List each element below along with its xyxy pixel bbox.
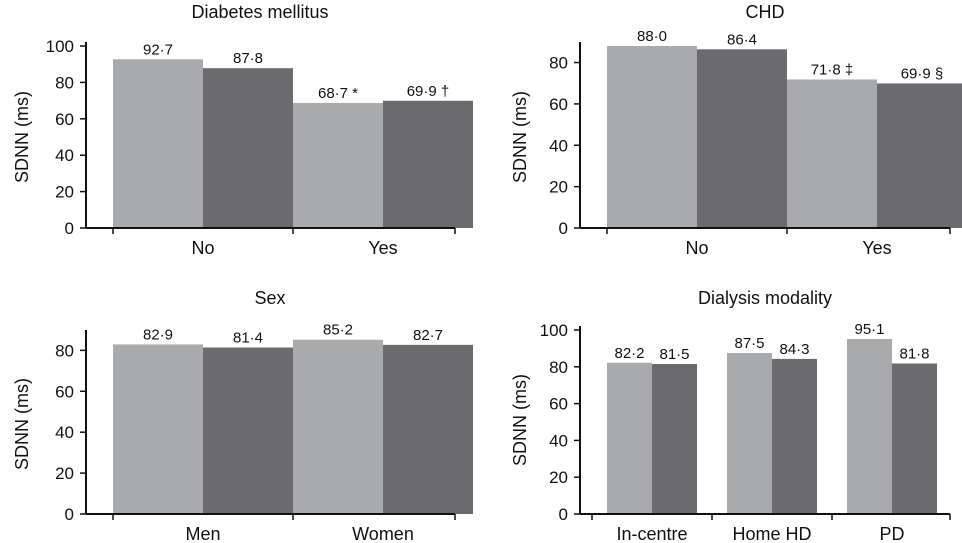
- bar-value-label: 87·5: [734, 335, 764, 352]
- chart-title: Sex: [254, 288, 285, 308]
- bar-light-1: [113, 344, 203, 514]
- y-tick-label: 80: [55, 73, 74, 92]
- x-tick-label: Women: [352, 524, 414, 543]
- bar-value-label: 81·8: [899, 345, 929, 362]
- y-tick-label: 60: [549, 95, 568, 114]
- bar-dark-1: [203, 347, 293, 514]
- bar-light-1: [607, 46, 697, 228]
- bar-value-label: 81·4: [233, 330, 263, 347]
- x-tick-label: Yes: [862, 238, 891, 258]
- bar-value-label: 95·1: [854, 321, 884, 338]
- y-axis-label: SDNN (ms): [510, 374, 530, 466]
- y-tick-label: 0: [559, 505, 568, 524]
- y-tick-label: 40: [55, 146, 74, 165]
- y-tick-label: 40: [55, 423, 74, 442]
- y-tick-label: 60: [55, 382, 74, 401]
- y-tick-label: 40: [549, 431, 568, 450]
- bar-dark-2: [772, 358, 817, 514]
- x-tick-label: No: [191, 238, 214, 258]
- bar-light-2: [293, 339, 383, 514]
- x-tick-label: Home HD: [732, 524, 811, 543]
- chart-panel-2: CHD SDNN (ms) 88·0 86·4 No 71·8 ‡ 69·9 § Yes 0 20…: [510, 2, 962, 258]
- bar-value-label: 85·2: [323, 322, 353, 339]
- y-tick-label: 20: [549, 178, 568, 197]
- y-axis-label: SDNN (ms): [12, 91, 32, 183]
- bar-dark-1: [203, 68, 293, 228]
- chart-panel-4: Dialysis modality SDNN (ms) 82·2 81·5 In-cen…: [510, 288, 951, 543]
- y-tick-label: 100: [46, 37, 74, 56]
- bar-value-label: 81·5: [659, 346, 689, 363]
- bar-dark-1: [652, 364, 697, 514]
- y-tick-label: 60: [549, 395, 568, 414]
- y-tick-label: 60: [55, 110, 74, 129]
- x-tick-label: PD: [879, 524, 904, 543]
- bar-value-label: 88·0: [637, 28, 667, 45]
- bar-value-label: 87·8: [233, 50, 263, 67]
- bar-value-label: 92·7: [143, 41, 173, 58]
- bar-light-2: [787, 79, 877, 228]
- bar-light-3: [847, 339, 892, 514]
- x-tick-label: Yes: [368, 238, 397, 258]
- x-tick-label: No: [685, 238, 708, 258]
- bar-value-label: 69·9 §: [901, 65, 944, 82]
- bar-value-label: 86·4: [727, 31, 757, 48]
- bar-value-label: 82·2: [614, 345, 644, 362]
- bar-dark-2: [877, 83, 962, 229]
- bar-dark-2: [383, 100, 473, 228]
- y-tick-label: 80: [549, 358, 568, 377]
- chart-panel-1: Diabetes mellitus SDNN (ms) 92·7 87·8 No 68·7…: [12, 2, 473, 258]
- y-tick-label: 20: [55, 183, 74, 202]
- bar-value-label: 71·8 ‡: [811, 62, 854, 79]
- y-axis-label: SDNN (ms): [510, 91, 530, 183]
- bar-value-label: 82·7: [413, 327, 443, 344]
- y-tick-label: 20: [55, 464, 74, 483]
- y-tick-label: 100: [540, 321, 568, 340]
- chart-title: Dialysis modality: [698, 288, 832, 308]
- y-tick-label: 0: [65, 219, 74, 238]
- bar-light-1: [607, 362, 652, 514]
- bar-light-2: [727, 353, 772, 514]
- bar-value-label: 69·9 †: [407, 83, 450, 100]
- y-tick-label: 0: [65, 505, 74, 524]
- bar-dark-3: [892, 363, 937, 514]
- y-tick-label: 80: [549, 54, 568, 73]
- y-tick-label: 40: [549, 136, 568, 155]
- bar-value-label: 84·3: [779, 341, 809, 358]
- y-tick-label: 20: [549, 468, 568, 487]
- x-tick-label: In-centre: [616, 524, 687, 543]
- chart-title: Diabetes mellitus: [191, 2, 328, 22]
- chart-title: CHD: [746, 2, 785, 22]
- bar-value-label: 68·7 *: [318, 85, 358, 102]
- bar-dark-1: [697, 49, 787, 229]
- bar-dark-2: [383, 344, 473, 514]
- x-tick-label: Men: [185, 524, 220, 543]
- bar-light-1: [113, 59, 203, 229]
- bar-light-2: [293, 102, 383, 228]
- y-tick-label: 80: [55, 341, 74, 360]
- y-tick-label: 0: [559, 219, 568, 238]
- y-axis-label: SDNN (ms): [12, 378, 32, 470]
- chart-panel-3: Sex SDNN (ms) 82·9 81·4 Men 85·2 82·7 Women 0 20 4…: [12, 288, 473, 543]
- bar-value-label: 82·9: [143, 326, 173, 343]
